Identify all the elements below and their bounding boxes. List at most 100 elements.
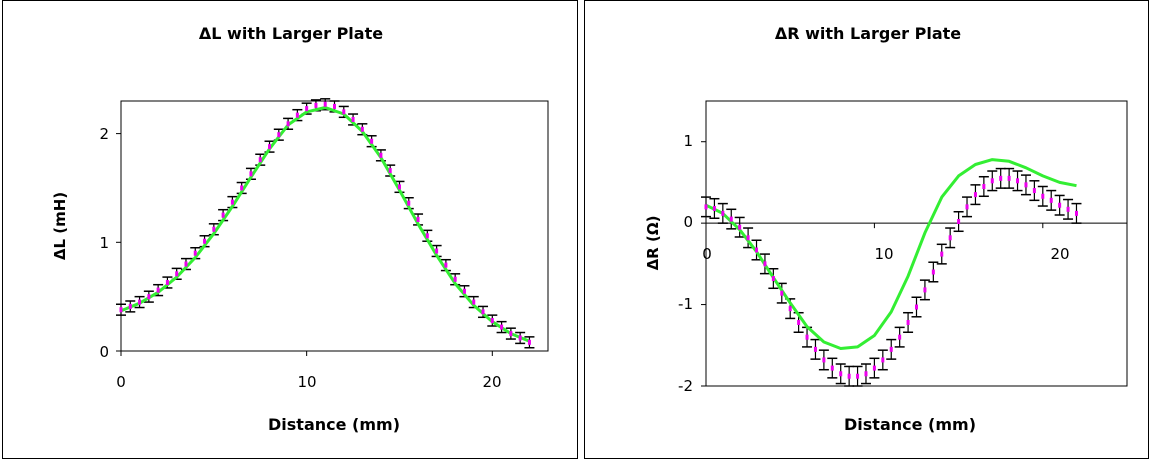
data-point: [805, 334, 809, 340]
data-point: [788, 306, 792, 312]
data-point: [138, 299, 142, 305]
chart-panel-delta-l: ΔL with Larger Plate 0 1 2 0 10 20 Dista…: [2, 0, 578, 459]
y-tick-label: 2: [99, 125, 109, 143]
data-point: [165, 280, 169, 286]
data-point: [453, 276, 457, 282]
data-point: [1066, 206, 1070, 212]
x-tick-label: 10: [297, 373, 316, 391]
data-point: [999, 175, 1003, 181]
data-point: [184, 261, 188, 267]
data-point: [729, 216, 733, 222]
data-point: [119, 307, 123, 313]
x-tick-label: 0: [116, 373, 126, 391]
data-point: [509, 331, 513, 337]
data-point: [881, 357, 885, 363]
data-point: [1041, 193, 1045, 199]
data-point: [1058, 202, 1062, 208]
chart-title: ΔR with Larger Plate: [775, 24, 961, 43]
data-point: [314, 102, 318, 108]
data-point: [898, 334, 902, 340]
data-point: [1007, 175, 1011, 181]
data-point: [813, 346, 817, 352]
data-point: [175, 271, 179, 277]
data-point: [839, 371, 843, 377]
y-tick-label: 0: [99, 343, 109, 361]
data-point: [500, 324, 504, 330]
data-point: [221, 212, 225, 218]
data-point: [704, 204, 708, 210]
data-point: [230, 199, 234, 205]
data-point: [333, 103, 336, 109]
data-point: [416, 216, 420, 222]
data-point: [856, 373, 860, 379]
x-axis-label: Distance (mm): [268, 415, 400, 434]
data-point: [1074, 210, 1078, 216]
data-point: [268, 144, 272, 150]
data-point: [388, 168, 392, 174]
data-point: [1024, 182, 1028, 188]
data-point: [990, 178, 994, 184]
data-point: [830, 365, 834, 371]
data-point: [973, 192, 977, 198]
data-point: [872, 365, 876, 371]
data-point: [212, 226, 216, 232]
y-axis-label: ΔR (Ω): [644, 216, 662, 271]
chart-svg-delta-r: ΔR with Larger Plate 1 0 -1 -2 0 10 20 D…: [644, 24, 1128, 434]
data-point: [407, 200, 411, 206]
data-point: [397, 184, 401, 190]
data-point: [360, 126, 364, 132]
data-point: [780, 290, 784, 296]
x-tick-label: 0: [702, 245, 712, 263]
data-point: [128, 303, 132, 309]
data-point: [472, 299, 476, 305]
x-tick-label: 20: [1050, 245, 1069, 263]
x-tick-label: 20: [482, 373, 501, 391]
data-point: [915, 304, 918, 310]
chart-marks: [701, 141, 1127, 387]
chart-svg-delta-l: ΔL with Larger Plate 0 1 2 0 10 20 Dista…: [51, 24, 549, 434]
data-point: [286, 121, 290, 127]
data-point: [518, 335, 522, 341]
data-point: [193, 250, 197, 256]
data-point: [342, 109, 346, 115]
data-point: [1049, 197, 1053, 203]
x-axis-label: Distance (mm): [844, 415, 976, 434]
data-point: [746, 235, 750, 241]
data-point: [527, 339, 531, 345]
fit-line: [120, 106, 530, 343]
chart-panel-delta-r: ΔR with Larger Plate 1 0 -1 -2 0 10 20 D…: [584, 0, 1149, 459]
data-point: [277, 132, 281, 138]
data-point: [156, 287, 160, 293]
data-point: [763, 261, 767, 267]
y-tick-label: -1: [678, 295, 693, 313]
y-tick-label: 1: [683, 132, 693, 150]
data-point: [822, 357, 826, 363]
data-point: [771, 276, 775, 282]
data-point: [738, 224, 742, 230]
data-point: [305, 106, 309, 112]
data-point: [940, 251, 944, 257]
data-point: [462, 288, 466, 294]
data-point: [712, 205, 716, 211]
data-point: [351, 116, 355, 122]
data-point: [957, 219, 961, 225]
chart-marks: [116, 98, 535, 356]
data-point: [444, 262, 448, 268]
chart-title: ΔL with Larger Plate: [199, 24, 383, 43]
data-point: [923, 287, 927, 293]
plot-area-frame: [705, 100, 1128, 387]
data-point: [481, 309, 485, 315]
data-point: [425, 233, 429, 239]
data-point: [370, 138, 374, 144]
data-point: [295, 112, 299, 118]
data-point: [889, 346, 893, 352]
y-tick-label: -2: [678, 377, 693, 395]
data-point: [258, 157, 262, 163]
data-point: [147, 294, 151, 300]
data-point: [240, 185, 244, 191]
data-point: [721, 210, 725, 216]
data-point: [1032, 188, 1036, 194]
data-point: [323, 101, 327, 107]
data-point: [379, 152, 383, 158]
data-point: [490, 318, 494, 324]
